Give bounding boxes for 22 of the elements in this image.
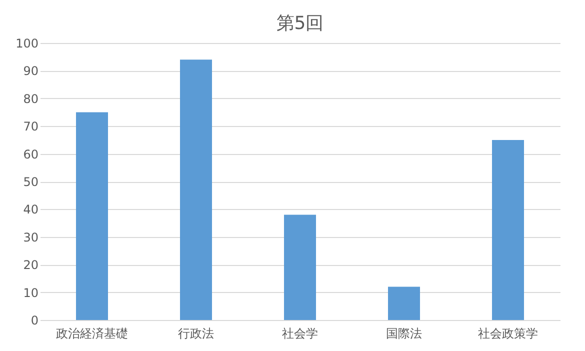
y-tick-label: 80 bbox=[23, 92, 38, 106]
y-tick-label: 60 bbox=[23, 147, 38, 162]
bar bbox=[388, 286, 420, 320]
bar bbox=[76, 112, 108, 320]
y-tick-label: 20 bbox=[23, 258, 38, 272]
y-tick-label: 90 bbox=[23, 64, 38, 78]
y-tick-label: 30 bbox=[23, 230, 38, 244]
y-tick-label: 10 bbox=[23, 286, 38, 300]
y-tick-label: 100 bbox=[16, 36, 38, 50]
x-tick-label: 社会政策学 bbox=[478, 326, 538, 340]
y-tick-label: 70 bbox=[23, 120, 38, 134]
y-tick-label: 0 bbox=[30, 314, 38, 328]
chart-title: 第5回 bbox=[276, 13, 324, 34]
y-tick-label: 40 bbox=[23, 202, 38, 217]
x-tick-label: 社会学 bbox=[282, 326, 318, 340]
x-tick-label: 行政法 bbox=[178, 326, 214, 340]
x-tick-label: 政治経済基礎 bbox=[56, 326, 128, 340]
bar bbox=[492, 140, 524, 320]
bar bbox=[180, 60, 212, 320]
y-tick-label: 50 bbox=[23, 175, 38, 189]
bar bbox=[284, 214, 316, 320]
x-tick-label: 国際法 bbox=[386, 326, 422, 340]
